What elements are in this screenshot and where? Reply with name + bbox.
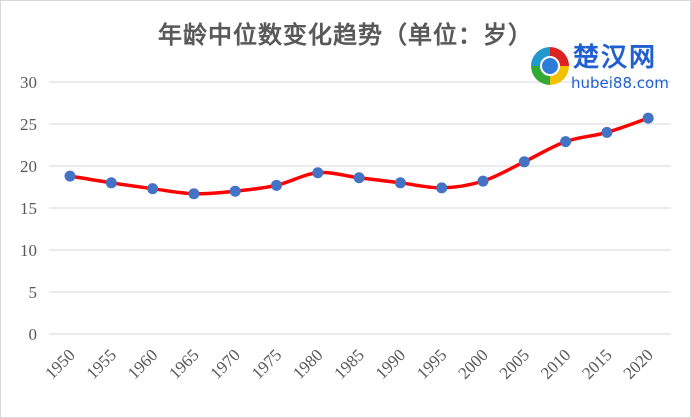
x-tick-label: 1970 [207, 345, 244, 382]
data-point [147, 183, 159, 195]
x-tick-label: 2015 [578, 345, 615, 382]
data-point [64, 170, 76, 182]
data-point [105, 177, 117, 189]
data-point [560, 136, 572, 148]
x-tick-label: 2000 [454, 345, 491, 382]
chart-title: 年龄中位数变化趋势（单位：岁） [158, 20, 533, 49]
x-tick-label: 2005 [496, 345, 533, 382]
x-tick-label: 1950 [41, 345, 78, 382]
data-point [477, 175, 489, 187]
y-tick-label: 5 [29, 283, 38, 302]
watermark-en: hubei88.com [571, 74, 669, 92]
y-tick-label: 0 [29, 325, 38, 344]
y-tick-label: 30 [20, 73, 37, 92]
watermark: 楚汉网 hubei88.com [529, 43, 689, 95]
watermark-cn: 楚汉网 [573, 43, 658, 73]
data-point [394, 177, 406, 189]
x-tick-label: 1960 [124, 345, 161, 382]
x-tick-label: 2020 [620, 345, 657, 382]
y-tick-label: 15 [20, 199, 37, 218]
x-tick-label: 1995 [413, 345, 450, 382]
watermark-logo-icon [531, 47, 569, 85]
y-tick-label: 10 [20, 241, 37, 260]
x-tick-label: 1985 [330, 345, 367, 382]
data-point [436, 182, 448, 194]
data-point [353, 172, 365, 184]
data-point [229, 185, 241, 197]
x-tick-label: 1990 [372, 345, 409, 382]
data-point [518, 156, 530, 168]
y-tick-label: 20 [20, 157, 37, 176]
data-point [601, 126, 613, 138]
x-tick-label: 1955 [83, 345, 120, 382]
x-tick-label: 1975 [248, 345, 285, 382]
y-tick-label: 25 [20, 115, 37, 134]
x-tick-label: 1965 [165, 345, 202, 382]
data-point [312, 167, 324, 179]
data-point [188, 188, 200, 200]
x-tick-label: 2010 [537, 345, 574, 382]
data-point [271, 179, 282, 191]
data-point [642, 112, 654, 124]
x-tick-label: 1980 [289, 345, 326, 382]
